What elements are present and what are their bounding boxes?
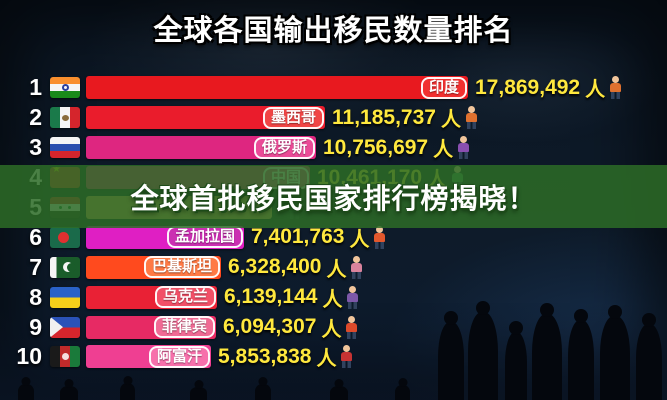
afghanistan-flag-icon — [50, 346, 80, 368]
india-flag-icon — [50, 77, 80, 99]
rank-label: 7 — [29, 253, 42, 280]
table-row: 1 印度 17,869,492 人 — [0, 73, 667, 103]
table-row: 2 墨西哥 11,185,737 人 — [0, 103, 667, 133]
unit-label: 人 — [433, 139, 454, 162]
headline-banner: 全球首批移民国家排行榜揭晓！ — [0, 165, 667, 228]
rank-label: 2 — [29, 104, 42, 131]
headline-text: 全球首批移民国家排行榜揭晓！ — [130, 182, 537, 214]
country-label: 巴基斯坦 — [143, 256, 220, 279]
bangladesh-flag-icon — [50, 226, 80, 248]
value-label: 6,328,400 — [228, 255, 322, 279]
bar: 孟加拉国 — [86, 225, 244, 249]
unit-label: 人 — [322, 288, 343, 311]
rank-label: 10 — [16, 343, 42, 370]
country-label: 俄罗斯 — [253, 136, 315, 159]
rank-label: 3 — [29, 134, 42, 161]
bar: 菲律宾 — [86, 315, 216, 339]
table-row: 3 俄罗斯 10,756,697 人 — [0, 133, 667, 163]
rank-label: 6 — [29, 223, 42, 250]
value-label: 7,401,763 — [251, 225, 345, 249]
bar: 墨西哥 — [86, 106, 325, 130]
value-label: 10,756,697 — [323, 135, 429, 159]
ranking-list: 1 印度 17,869,492 人 2 墨西哥 11,185,737 人 3 俄… — [0, 73, 667, 372]
country-label: 菲律宾 — [153, 316, 215, 339]
bar: 俄罗斯 — [86, 136, 316, 160]
country-label: 乌克兰 — [154, 286, 216, 309]
rank-label: 8 — [29, 283, 42, 310]
table-row: 8 乌克兰 6,139,144 人 — [0, 282, 667, 312]
person-icon — [457, 136, 470, 160]
unit-label: 人 — [585, 79, 606, 102]
bar: 印度 — [86, 76, 468, 100]
country-label: 墨西哥 — [262, 106, 324, 129]
country-label: 阿富汗 — [148, 345, 210, 368]
page-title: 全球各国输出移民数量排名 — [153, 15, 514, 47]
value-label: 17,869,492 — [475, 75, 581, 99]
country-label: 孟加拉国 — [166, 226, 243, 249]
bar: 巴基斯坦 — [86, 255, 221, 279]
unit-label: 人 — [326, 258, 347, 281]
bar: 乌克兰 — [86, 285, 217, 309]
table-row: 6 孟加拉国 7,401,763 人 — [0, 222, 667, 252]
person-icon — [350, 255, 363, 279]
mexico-flag-icon — [50, 107, 80, 129]
pakistan-flag-icon — [50, 256, 80, 278]
bar: 阿富汗 — [86, 345, 211, 369]
value-label: 6,094,307 — [223, 315, 317, 339]
table-row: 7 巴基斯坦 6,328,400 人 — [0, 252, 667, 282]
person-icon — [609, 76, 622, 100]
unit-label: 人 — [321, 318, 342, 341]
unit-label: 人 — [349, 228, 370, 251]
value-label: 5,853,838 — [218, 344, 312, 368]
person-icon — [373, 225, 386, 249]
philippines-flag-icon — [50, 316, 80, 338]
person-icon — [465, 106, 478, 130]
unit-label: 人 — [316, 348, 337, 371]
person-icon — [346, 285, 359, 309]
table-row: 9 菲律宾 6,094,307 人 — [0, 312, 667, 342]
value-label: 11,185,737 — [332, 105, 436, 129]
ukraine-flag-icon — [50, 286, 80, 308]
russia-flag-icon — [50, 137, 80, 159]
person-icon — [345, 315, 358, 339]
value-label: 6,139,144 — [224, 285, 318, 309]
rank-label: 9 — [29, 313, 42, 340]
rank-label: 1 — [29, 74, 42, 101]
person-icon — [340, 345, 353, 369]
unit-label: 人 — [440, 109, 461, 132]
country-label: 印度 — [420, 76, 467, 99]
table-row: 10 阿富汗 5,853,838 人 — [0, 342, 667, 372]
